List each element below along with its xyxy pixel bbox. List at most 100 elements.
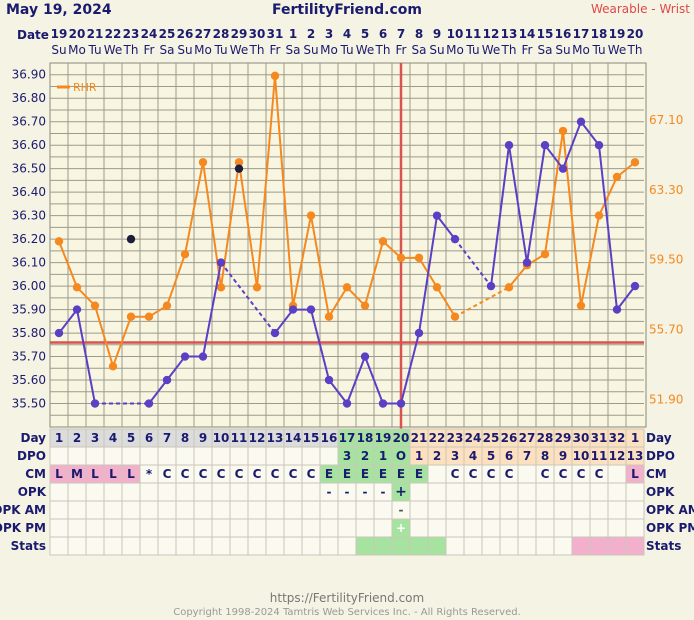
table-cell xyxy=(553,518,573,538)
table-cell xyxy=(283,482,303,502)
temp-segment xyxy=(148,379,168,405)
table-cell xyxy=(211,500,231,520)
weekday-label: We xyxy=(104,43,123,57)
table-cell xyxy=(607,464,627,484)
row-label-right: DPO xyxy=(646,449,675,463)
table-cell-text: 5 xyxy=(127,431,135,445)
temp-point xyxy=(576,117,586,126)
table-cell xyxy=(373,500,393,520)
table-cell-text: 11 xyxy=(591,449,608,463)
weekday-label: Sa xyxy=(412,43,427,57)
table-cell xyxy=(355,500,375,520)
table-cell-text: 8 xyxy=(541,449,549,463)
rhr-segment xyxy=(544,130,564,255)
table-cell xyxy=(247,536,267,556)
table-cell xyxy=(463,518,483,538)
table-cell xyxy=(355,536,375,556)
table-cell-text: 11 xyxy=(231,431,248,445)
date-label: 9 xyxy=(433,27,441,41)
rhr-point xyxy=(360,301,370,310)
table-cell-text: L xyxy=(631,467,639,481)
table-cell xyxy=(427,500,447,520)
date-label: 19 xyxy=(609,27,626,41)
table-cell xyxy=(427,518,447,538)
table-cell xyxy=(481,518,501,538)
rhr-point xyxy=(234,158,244,167)
rhr-segment xyxy=(256,75,276,288)
date-label: 23 xyxy=(123,27,140,41)
temp-segment xyxy=(76,309,96,404)
temp-point xyxy=(198,352,208,361)
table-cell-text: 21 xyxy=(411,431,428,445)
temp-segment xyxy=(508,145,528,263)
table-cell-text: + xyxy=(396,521,406,535)
temp-point xyxy=(216,258,226,267)
weekday-label: We xyxy=(608,43,627,57)
table-cell-text: E xyxy=(397,467,405,481)
table-cell-text: C xyxy=(469,467,478,481)
date-label: 11 xyxy=(465,27,482,41)
table-cell xyxy=(427,464,447,484)
table-cell xyxy=(625,518,645,538)
table-cell-text: C xyxy=(217,467,226,481)
table-cell xyxy=(85,482,105,502)
table-cell xyxy=(553,482,573,502)
table-cell xyxy=(337,536,357,556)
temp-point xyxy=(432,211,442,220)
weekday-label: Su xyxy=(303,43,318,57)
table-cell xyxy=(121,518,141,538)
table-cell xyxy=(193,446,213,466)
date-label: 31 xyxy=(267,27,284,41)
table-cell xyxy=(301,518,321,538)
temp-point xyxy=(72,305,82,314)
date-label: 20 xyxy=(69,27,86,41)
table-cell-text: 15 xyxy=(303,431,320,445)
table-cell xyxy=(337,518,357,538)
table-cell-text: E xyxy=(343,467,351,481)
table-cell xyxy=(301,500,321,520)
date-label: 12 xyxy=(483,27,500,41)
rhr-tick-label: 59.50 xyxy=(649,253,683,267)
weekday-label: We xyxy=(230,43,249,57)
table-cell-text: - xyxy=(381,485,386,499)
weekday-label: Fr xyxy=(144,43,155,57)
chart-date: May 19, 2024 xyxy=(6,2,112,18)
temp-tick-label: 35.80 xyxy=(12,326,46,340)
table-cell xyxy=(175,500,195,520)
temp-tick-label: 36.00 xyxy=(12,279,46,293)
temp-segment xyxy=(616,285,636,311)
chart-title: FertilityFriend.com xyxy=(272,2,422,18)
table-cell xyxy=(193,518,213,538)
temp-segment xyxy=(544,144,564,170)
rhr-segment xyxy=(436,286,456,318)
table-cell xyxy=(139,500,159,520)
table-cell-text: 14 xyxy=(285,431,302,445)
table-cell xyxy=(517,500,537,520)
table-cell xyxy=(553,536,573,556)
table-cell xyxy=(607,518,627,538)
table-cell-text: 3 xyxy=(343,449,351,463)
table-cell-text: 6 xyxy=(145,431,153,445)
table-cell xyxy=(67,500,87,520)
rhr-tick-label: 67.10 xyxy=(649,113,683,127)
table-cell xyxy=(373,518,393,538)
rhr-segment xyxy=(202,162,222,288)
rhr-segment xyxy=(184,162,204,255)
rhr-point xyxy=(612,172,622,182)
table-cell-text: 5 xyxy=(487,449,495,463)
table-cell xyxy=(589,500,609,520)
temp-tick-label: 36.10 xyxy=(12,256,46,270)
temp-segment xyxy=(310,309,330,381)
table-cell xyxy=(67,518,87,538)
table-cell-text: 10 xyxy=(213,431,230,445)
table-cell xyxy=(607,482,627,502)
table-cell-text: C xyxy=(199,467,208,481)
rhr-point xyxy=(72,283,82,292)
rhr-point xyxy=(342,283,352,292)
rhr-segment xyxy=(166,253,186,306)
rhr-segment xyxy=(310,215,330,317)
table-cell-text: 32 xyxy=(609,431,626,445)
table-cell xyxy=(85,536,105,556)
rhr-point xyxy=(594,211,604,220)
date-label: 19 xyxy=(51,27,68,41)
